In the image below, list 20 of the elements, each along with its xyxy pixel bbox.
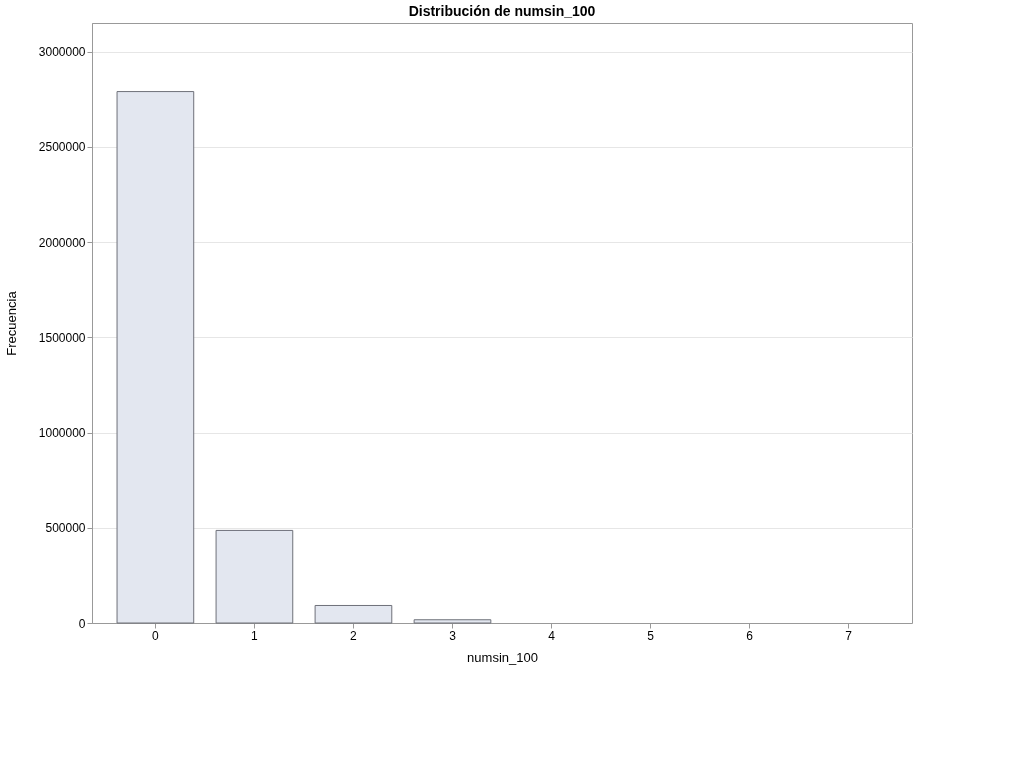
- x-tick-label: 0: [152, 628, 160, 643]
- y-tick-label: 2500000: [38, 140, 86, 155]
- y-axis-title: Frecuencia: [3, 290, 19, 356]
- y-tick-label: 500000: [45, 521, 86, 536]
- x-tick-label: 5: [647, 628, 655, 643]
- y-tick-label: 2000000: [38, 235, 86, 250]
- chart-title: Distribución de numsin_100: [408, 3, 596, 19]
- y-tick-label: 1000000: [38, 426, 86, 441]
- x-tick-label: 1: [251, 628, 259, 643]
- y-tick-label: 1500000: [38, 330, 86, 345]
- x-tick-label: 4: [548, 628, 556, 643]
- x-axis-title: numsin_100: [467, 649, 538, 665]
- bar: [413, 619, 492, 624]
- x-tick-label: 7: [845, 628, 853, 643]
- x-tick-label: 2: [350, 628, 358, 643]
- x-tick-label: 6: [746, 628, 754, 643]
- bar: [314, 604, 393, 624]
- x-tick-label: 3: [449, 628, 457, 643]
- y-tick-label: 0: [78, 616, 86, 631]
- y-tick-label: 3000000: [38, 45, 86, 60]
